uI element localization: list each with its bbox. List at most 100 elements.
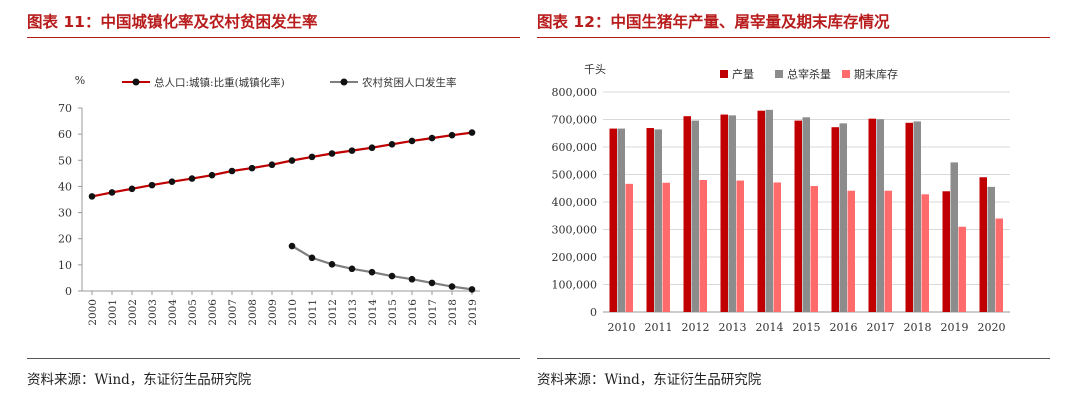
bar-2 [625, 183, 633, 312]
bar-0 [683, 116, 691, 312]
bar-0 [942, 191, 950, 312]
data-point [428, 279, 436, 287]
data-point [448, 131, 456, 139]
data-point [328, 261, 336, 268]
bar-1 [765, 109, 773, 312]
x-tick-label: 2017 [867, 321, 895, 334]
data-point [188, 175, 196, 182]
data-point [148, 181, 156, 189]
y-tick-label: 10 [58, 259, 72, 272]
legend-swatch-1 [775, 70, 783, 78]
bar-1 [950, 162, 958, 312]
x-tick-label: 2010 [287, 299, 299, 326]
legend-label-0: 总人口:城镇:比重(城镇化率) [154, 76, 285, 89]
y-tick-label: 100,000 [552, 279, 598, 292]
legend-marker-1 [340, 78, 348, 86]
data-point [468, 286, 476, 293]
data-point [368, 144, 376, 152]
bar-0 [831, 127, 839, 312]
figure-12-bottom-rule [537, 358, 1050, 359]
data-point [268, 161, 276, 169]
x-tick-label: 2010 [608, 321, 636, 334]
bar-0 [720, 114, 728, 312]
figure-12-top-rule [537, 37, 1050, 38]
bar-1 [728, 115, 736, 312]
data-point [288, 157, 296, 164]
bar-2 [736, 180, 744, 312]
legend-swatch-0 [720, 70, 728, 78]
data-point [168, 178, 176, 186]
bar-2 [662, 182, 670, 312]
data-point [308, 254, 316, 262]
y-tick-label: 20 [58, 233, 72, 246]
series-line-1 [291, 245, 473, 291]
data-point [228, 167, 236, 175]
y-axis-unit: % [75, 74, 85, 87]
x-tick-label: 2005 [187, 299, 199, 326]
data-point [248, 164, 256, 172]
legend-label-0: 产量 [732, 67, 754, 81]
data-point [448, 283, 456, 290]
data-point [288, 242, 296, 250]
x-tick-label: 2011 [645, 321, 673, 334]
data-point [88, 193, 96, 200]
legend-swatch-2 [842, 70, 850, 78]
bar-1 [839, 123, 847, 312]
figure-12-source: 资料来源：Wind，东证衍生品研究院 [537, 372, 762, 388]
x-tick-label: 2007 [227, 299, 239, 326]
x-tick-label: 2018 [447, 299, 459, 326]
y-tick-label: 600,000 [552, 141, 598, 154]
urbanization-poverty-line-chart: % 总人口:城镇:比重(城镇化率) 农村贫困人口发生率 0 10 20 30 40 50 60 70… [58, 74, 480, 326]
bar-1 [802, 117, 810, 312]
legend-label-1: 农村贫困人口发生率 [362, 76, 457, 89]
y-tick-label: 0 [65, 285, 72, 298]
legend-label-2: 期末库存 [854, 67, 898, 81]
figure-11-panel: 图表 11：中国城镇化率及农村贫困发生率 % 总人口:城镇:比重(城镇化率) 农村贫… [0, 0, 520, 403]
x-tick-label: 2019 [941, 321, 969, 334]
x-tick-label: 2003 [147, 299, 159, 326]
x-tick-label: 2009 [267, 299, 279, 326]
bar-0 [757, 110, 765, 312]
bar-2 [995, 218, 1003, 312]
data-point [348, 147, 356, 154]
bar-2 [699, 180, 707, 312]
figure-12-panel: 图表 12：中国生猪年产量、屠宰量及期末库存情况 千头 产量 总宰杀量 期末库存 0 10… [535, 0, 1080, 403]
bar-2 [884, 190, 892, 312]
bar-0 [609, 128, 617, 312]
bar-0 [646, 128, 654, 312]
data-point [368, 268, 376, 276]
x-tick-label: 2016 [830, 321, 858, 334]
x-tick-label: 2020 [978, 321, 1006, 334]
x-tick-label: 2018 [904, 321, 932, 334]
x-tick-label: 2015 [793, 321, 821, 334]
y-tick-label: 60 [58, 128, 72, 141]
bar-2 [810, 186, 818, 312]
x-tick-label: 2006 [207, 299, 219, 326]
y-tick-label: 700,000 [552, 114, 598, 127]
data-point [468, 129, 476, 136]
x-tick-label: 2017 [427, 299, 439, 326]
legend-label-1: 总宰杀量 [787, 67, 831, 81]
y-tick-label: 40 [58, 180, 72, 193]
y-tick-label: 500,000 [552, 169, 598, 182]
x-tick-label: 2013 [719, 321, 747, 334]
bar-1 [654, 129, 662, 312]
series-line-0 [91, 131, 473, 198]
data-point [308, 153, 316, 161]
bar-1 [913, 121, 921, 312]
x-tick-label: 2015 [387, 299, 399, 326]
bar-0 [794, 120, 802, 312]
data-point [328, 150, 336, 157]
x-tick-label: 2000 [87, 299, 99, 326]
x-tick-label: 2001 [107, 299, 119, 326]
data-point [108, 189, 116, 196]
y-tick-label: 200,000 [552, 251, 598, 264]
x-tick-label: 2019 [467, 299, 479, 326]
hog-production-bar-chart: 千头 产量 总宰杀量 期末库存 0 100,000 200,000 300,000 400,00… [552, 63, 1010, 334]
data-point [388, 272, 396, 280]
x-tick-label: 2016 [407, 299, 419, 326]
bar-2 [958, 226, 966, 312]
data-point [428, 134, 436, 142]
bar-1 [617, 128, 625, 312]
data-point [388, 141, 396, 148]
